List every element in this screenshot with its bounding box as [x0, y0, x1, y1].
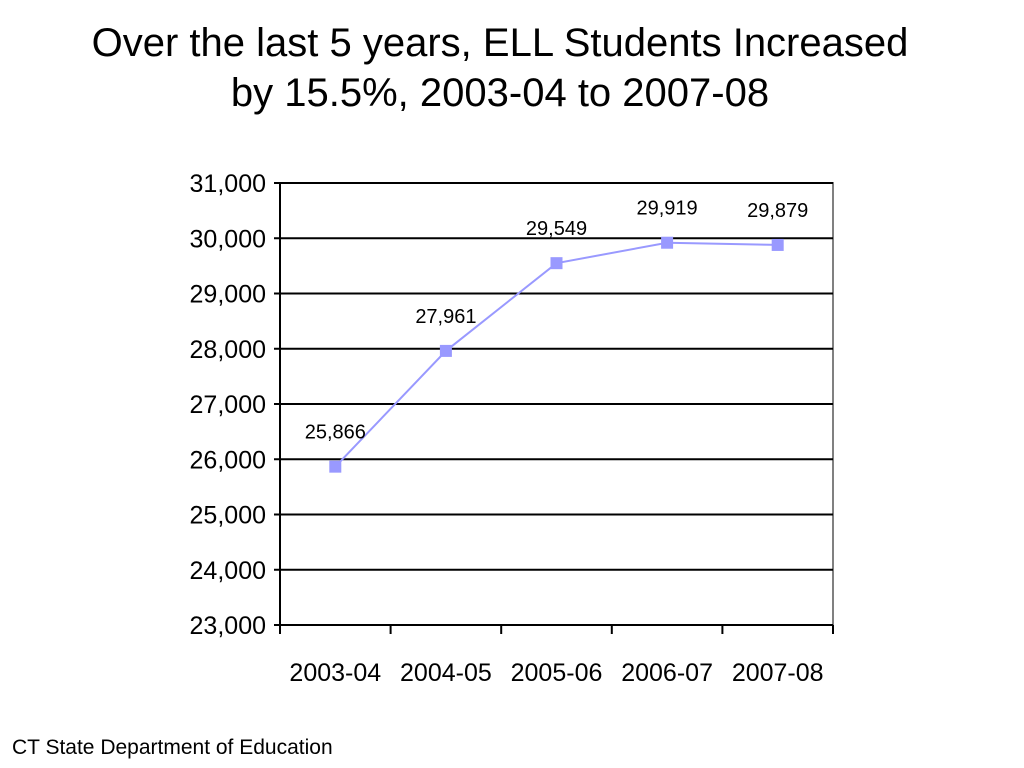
x-tick-label: 2003-04	[289, 659, 381, 687]
y-tick-label: 25,000	[190, 502, 266, 530]
x-tick-label: 2007-08	[732, 659, 824, 687]
y-tick-label: 27,000	[190, 391, 266, 419]
axes: 23,000 24,000 25,000 26,000 27,000 28,000 29,0…	[190, 170, 834, 687]
x-tick-label: 2004-05	[400, 659, 492, 687]
slide-title: Over the last 5 years, ELL Students Incr…	[0, 18, 1000, 118]
data-label: 27,961	[415, 306, 476, 328]
y-tick-label: 28,000	[190, 336, 266, 364]
gridlines	[279, 182, 834, 626]
data-label: 29,879	[747, 200, 808, 222]
x-tick-label: 2006-07	[621, 659, 713, 687]
y-tick-label: 31,000	[190, 170, 266, 198]
y-tick-label: 23,000	[190, 612, 266, 640]
data-point-marker	[550, 257, 563, 270]
y-tick-label: 24,000	[190, 557, 266, 585]
data-label: 29,549	[526, 218, 587, 240]
x-tick-label: 2005-06	[511, 659, 603, 687]
data-labels: 25,866 27,961 29,549 29,919 29,879	[305, 198, 809, 444]
data-point-marker	[771, 238, 784, 251]
series-line-path	[334, 241, 778, 468]
y-tick-label: 30,000	[190, 225, 266, 253]
data-label: 29,919	[637, 198, 698, 220]
data-label: 25,866	[305, 422, 366, 444]
title-line-1: Over the last 5 years, ELL Students Incr…	[91, 21, 909, 65]
y-tick-label: 29,000	[190, 281, 266, 309]
title-line-2: by 15.5%, 2003-04 to 2007-08	[230, 71, 770, 115]
data-point-marker	[439, 344, 452, 357]
data-point-marker	[329, 460, 342, 473]
y-tick-label: 26,000	[190, 446, 266, 474]
series-markers	[329, 236, 784, 473]
data-point-marker	[661, 236, 674, 249]
series-line	[334, 241, 778, 468]
source-note: CT State Department of Education	[12, 736, 333, 759]
